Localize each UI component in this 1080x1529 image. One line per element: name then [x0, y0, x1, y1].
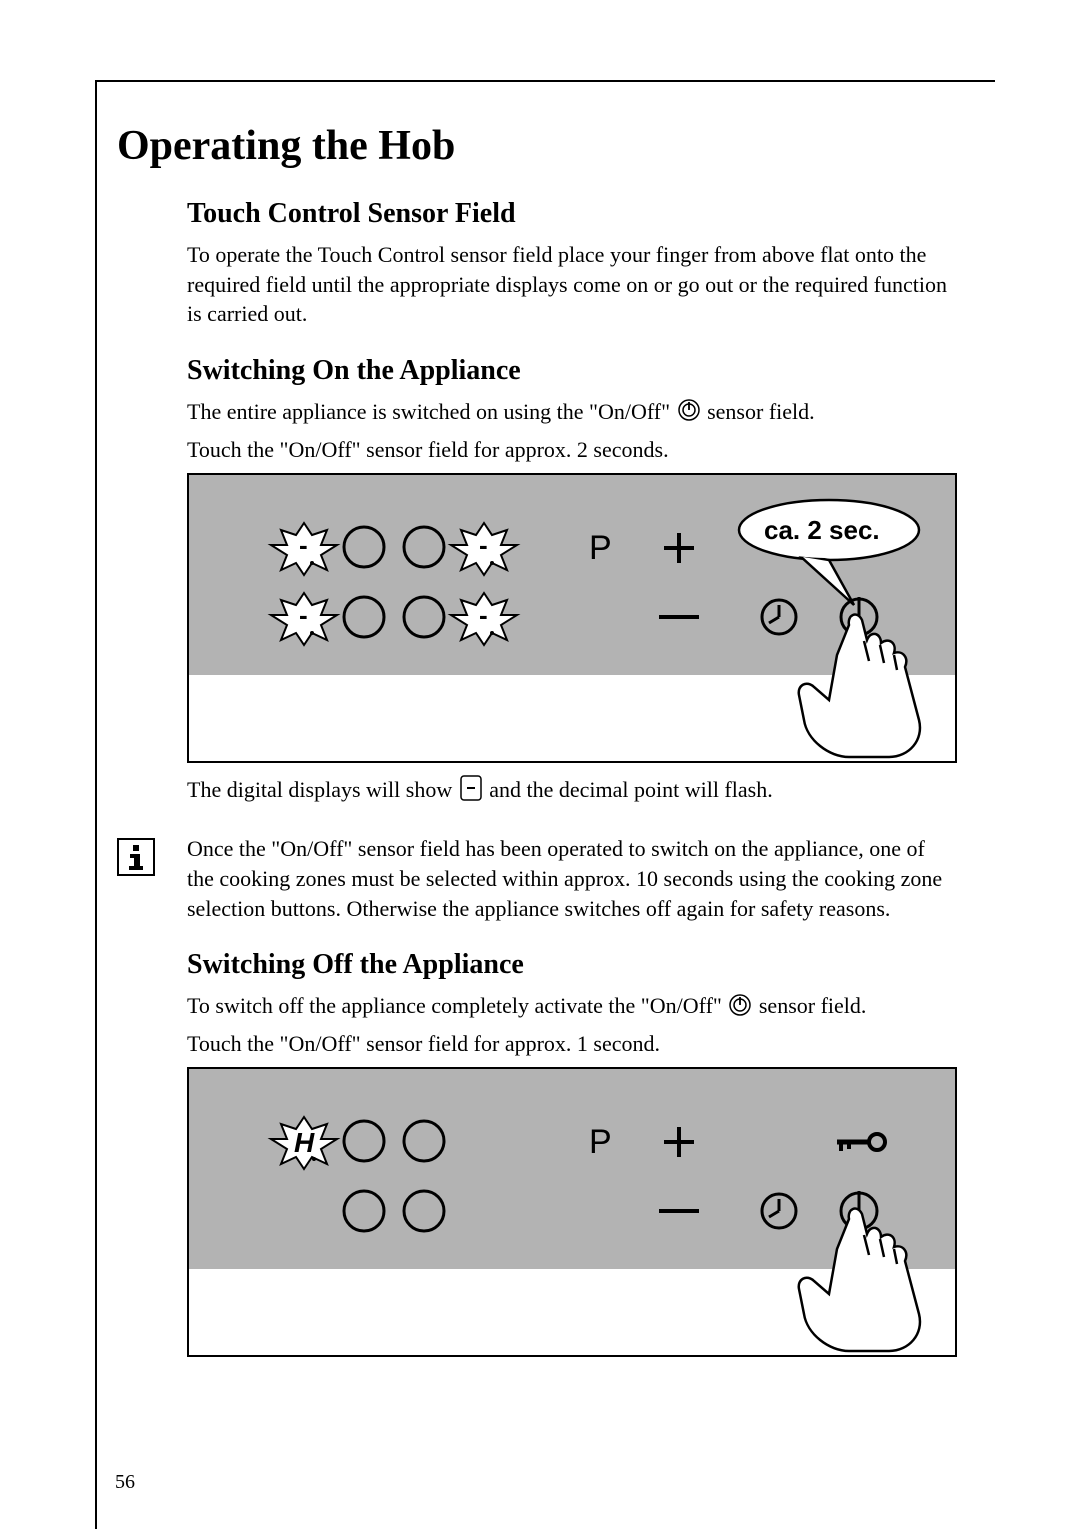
text: The entire appliance is switched on usin… — [187, 399, 676, 424]
body-switch-on-2: Touch the "On/Off" sensor field for appr… — [187, 435, 955, 465]
text: The digital displays will show — [187, 777, 458, 802]
info-icon — [117, 838, 155, 876]
circle-icon — [344, 527, 384, 567]
heading-touch-control: Touch Control Sensor Field — [187, 198, 955, 230]
section-switch-off: Switching Off the Appliance To switch of… — [117, 949, 955, 1356]
timer-icon — [762, 600, 796, 634]
svg-text:-: - — [479, 600, 488, 630]
burst-icon: - — [451, 523, 517, 575]
page-number: 56 — [115, 1471, 135, 1494]
text: and the decimal point will flash. — [489, 777, 773, 802]
info-note-row: Once the "On/Off" sensor field has been … — [117, 834, 955, 923]
body-touch-control: To operate the Touch Control sensor fiel… — [187, 240, 955, 329]
circle-icon — [404, 1121, 444, 1161]
display-dash-icon — [460, 775, 482, 809]
body-switch-on-after: The digital displays will show and the d… — [187, 775, 955, 809]
body-switch-on-1: The entire appliance is switched on usin… — [187, 397, 955, 429]
p-label: P — [589, 1123, 612, 1161]
diagram-svg: H P — [189, 1069, 959, 1359]
svg-text:-: - — [299, 530, 308, 560]
diagram-svg: - - P — [189, 475, 959, 765]
burst-icon: H — [271, 1117, 337, 1169]
section-switch-on: Switching On the Appliance The entire ap… — [117, 355, 955, 808]
circle-icon — [404, 597, 444, 637]
text: To switch off the appliance completely a… — [187, 993, 727, 1018]
circle-icon — [344, 1191, 384, 1231]
hand-icon — [799, 1208, 920, 1350]
circle-icon — [344, 1121, 384, 1161]
svg-text:-: - — [479, 530, 488, 560]
speech-bubble: ca. 2 sec. — [739, 500, 919, 605]
svg-text:-: - — [299, 600, 308, 630]
power-icon — [678, 399, 700, 429]
burst-icon: - — [271, 523, 337, 575]
heading-switch-off: Switching Off the Appliance — [187, 949, 955, 981]
text: sensor field. — [707, 399, 815, 424]
diagram-switch-on: - - P — [187, 473, 957, 763]
burst-icon: - — [451, 593, 517, 645]
body-switch-off-1: To switch off the appliance completely a… — [187, 991, 955, 1023]
timer-icon — [762, 1194, 796, 1228]
heading-switch-on: Switching On the Appliance — [187, 355, 955, 387]
plus-icon — [664, 1127, 694, 1157]
svg-text:H: H — [294, 1127, 315, 1158]
burst-icon: - — [271, 593, 337, 645]
circle-icon — [344, 597, 384, 637]
page-content: Operating the Hob Touch Control Sensor F… — [117, 122, 995, 1357]
key-icon — [837, 1134, 885, 1151]
info-note-text: Once the "On/Off" sensor field has been … — [187, 834, 955, 923]
hand-icon — [799, 614, 920, 756]
diagram-switch-off: H P — [187, 1067, 957, 1357]
power-icon — [729, 994, 751, 1024]
page-title: Operating the Hob — [117, 122, 955, 170]
text: sensor field. — [759, 993, 867, 1018]
svg-text:ca. 2 sec.: ca. 2 sec. — [764, 515, 880, 545]
circle-icon — [404, 527, 444, 567]
page-frame: Operating the Hob Touch Control Sensor F… — [95, 80, 995, 1529]
section-touch-control: Touch Control Sensor Field To operate th… — [117, 198, 955, 329]
body-switch-off-2: Touch the "On/Off" sensor field for appr… — [187, 1029, 955, 1059]
p-label: P — [589, 529, 612, 567]
circle-icon — [404, 1191, 444, 1231]
plus-icon — [664, 533, 694, 563]
